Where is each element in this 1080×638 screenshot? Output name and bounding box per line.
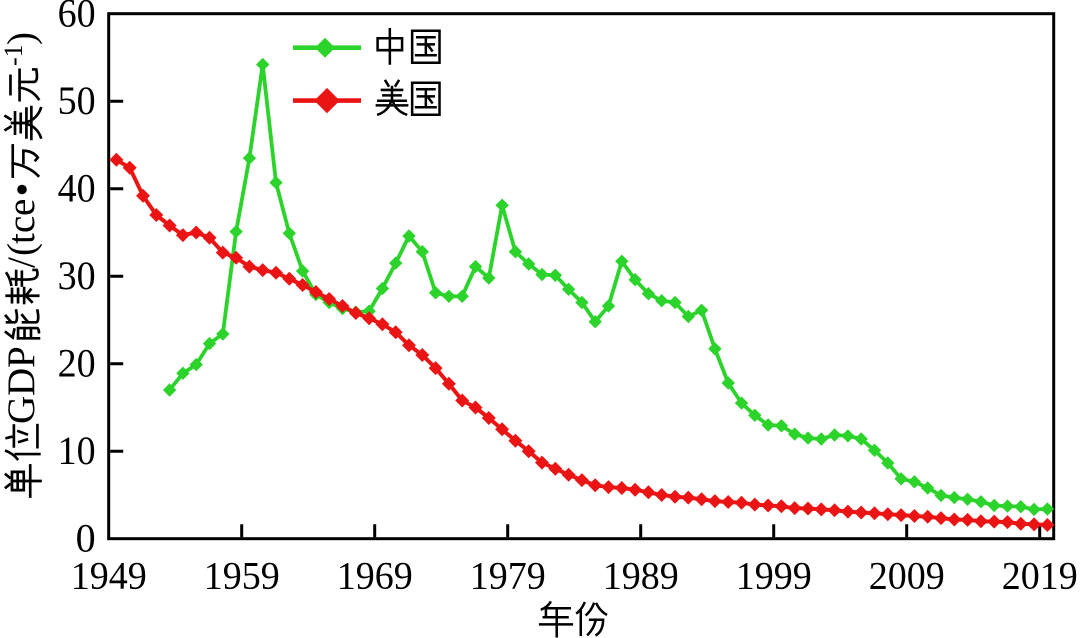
svg-text:c: c [0,216,43,233]
svg-text:D: D [0,368,43,396]
svg-text:40: 40 [58,166,96,211]
svg-text:2019: 2019 [1002,555,1078,598]
svg-text:60: 60 [58,0,96,36]
svg-text:1959: 1959 [204,555,280,598]
svg-text:1949: 1949 [71,555,147,598]
svg-text:30: 30 [58,253,96,298]
svg-text:1989: 1989 [603,555,679,598]
svg-text:1999: 1999 [736,555,812,598]
svg-text:20: 20 [58,341,96,386]
svg-text:): ) [0,32,43,45]
svg-text:0: 0 [76,516,96,561]
svg-text:/: / [0,257,43,268]
svg-text:G: G [0,396,43,424]
svg-text:10: 10 [58,428,96,473]
svg-text:P: P [0,346,43,368]
svg-text:2009: 2009 [869,555,945,598]
svg-text:e: e [0,199,43,216]
svg-text:(: ( [0,243,43,256]
svg-text:50: 50 [58,78,96,123]
svg-text:1969: 1969 [337,555,413,598]
svg-text:1979: 1979 [470,555,546,598]
svg-text:t: t [0,233,43,244]
svg-text:-1: -1 [0,44,28,66]
